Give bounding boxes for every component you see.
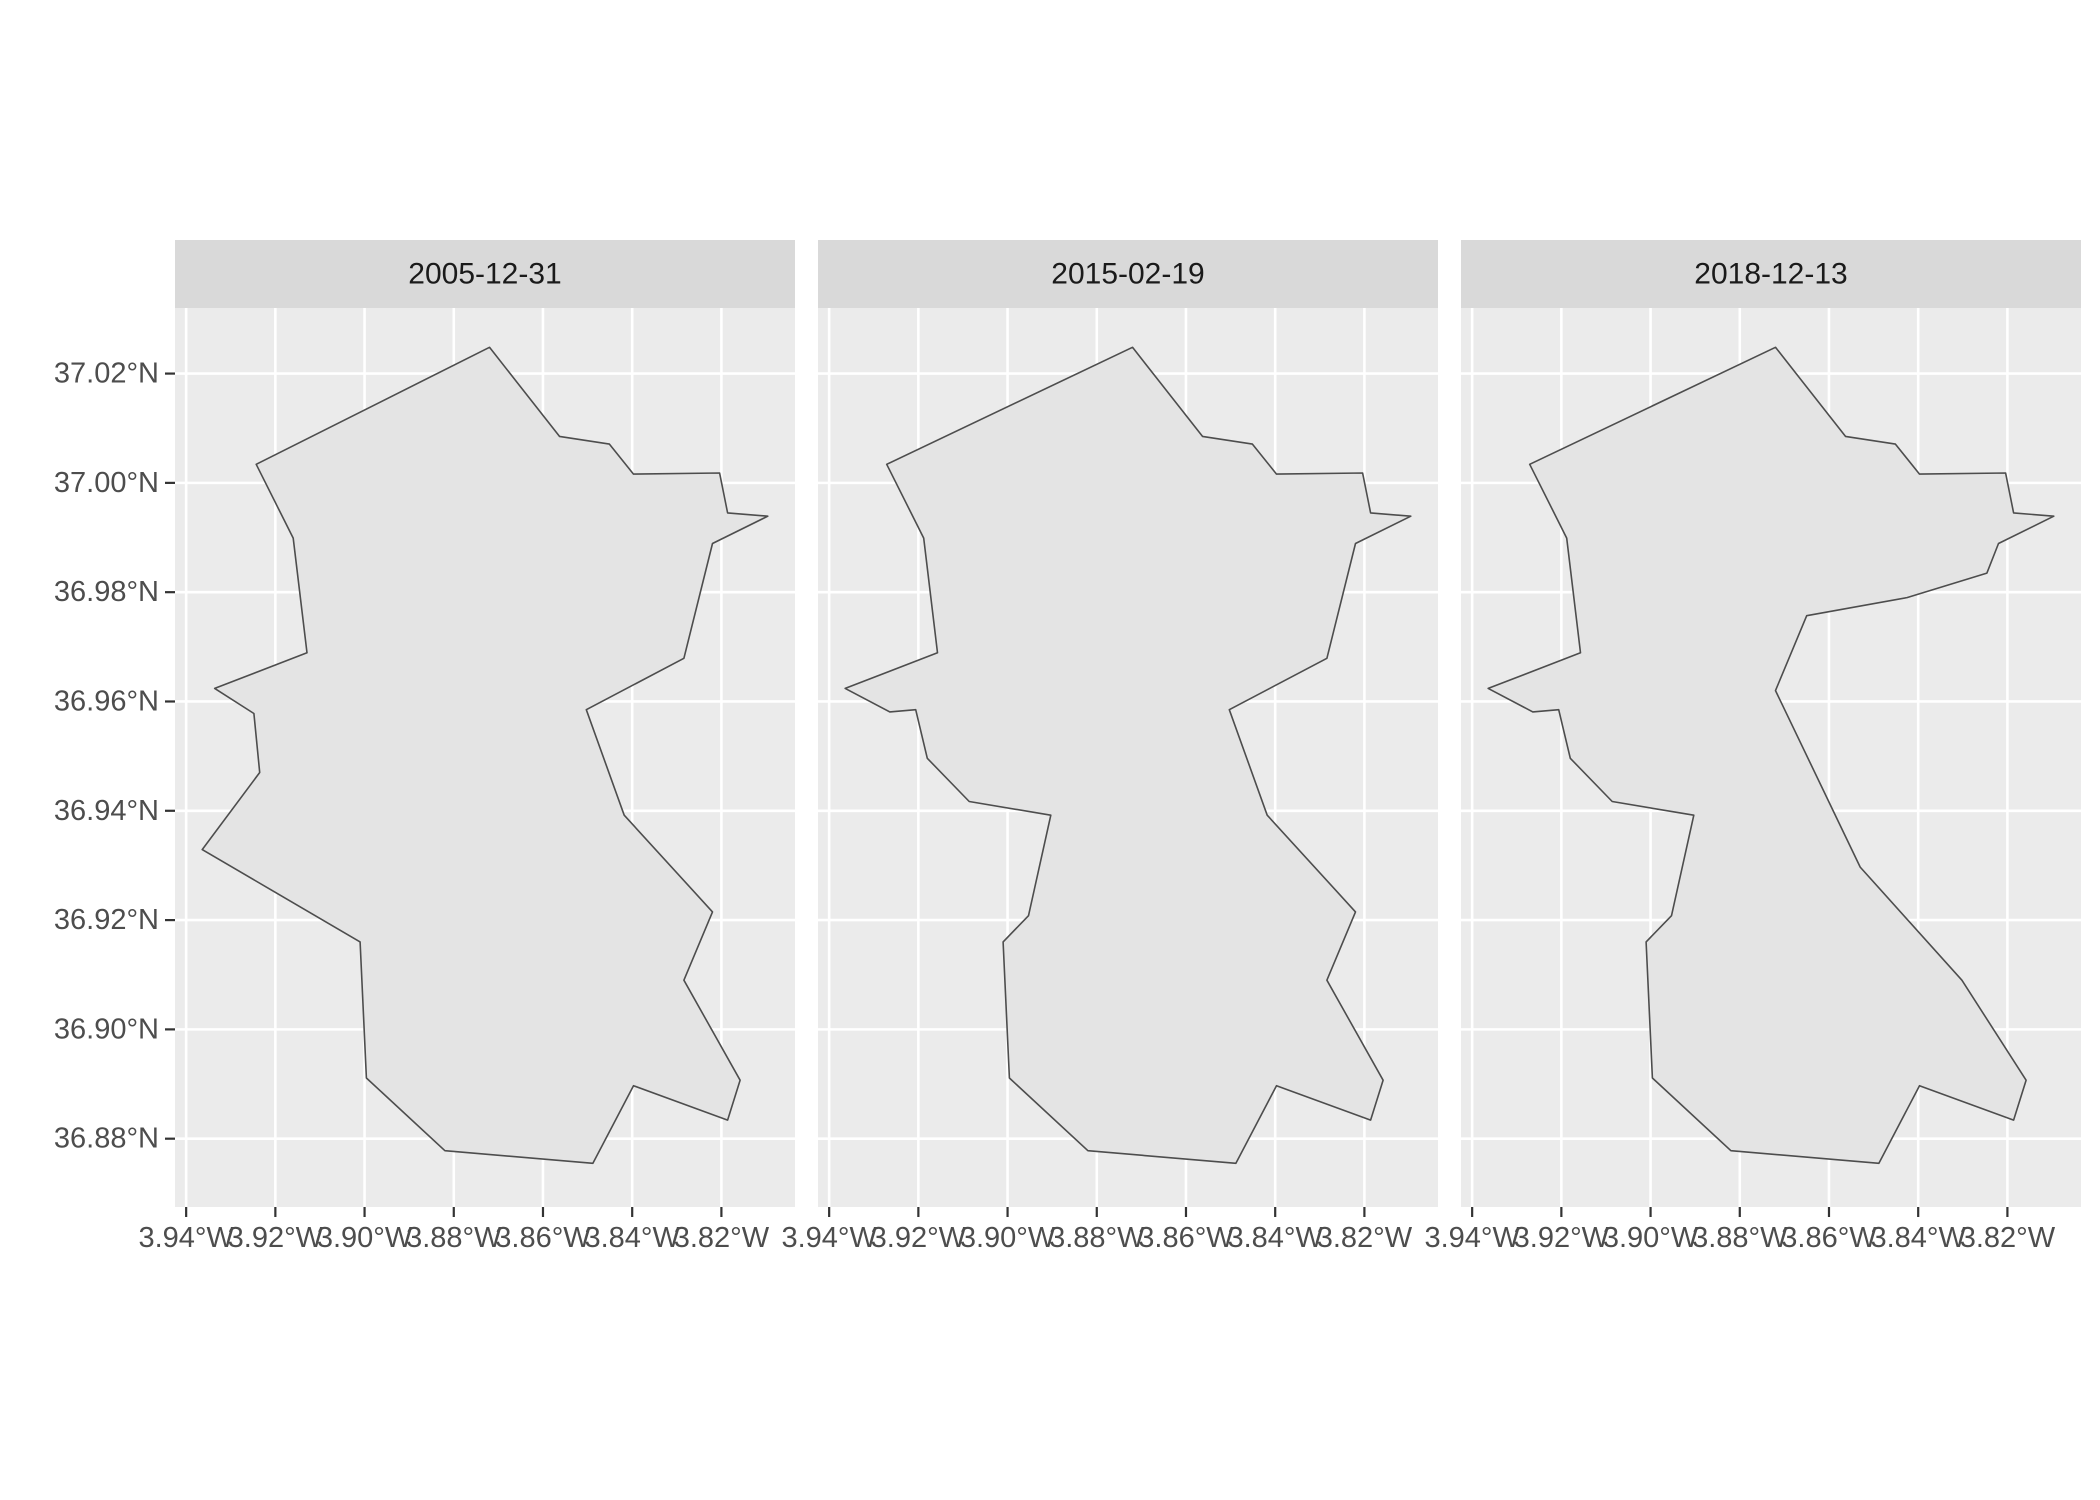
y-tick-label: 36.92°N [54,904,159,936]
x-tick-label: 3.92°W [228,1222,324,1254]
x-tick-label: 3.84°W [1227,1222,1323,1254]
facet-strip-label: 2015-02-19 [1051,258,1204,291]
y-tick-label: 37.00°N [54,467,159,499]
y-tick-label: 36.96°N [54,685,159,717]
x-tick-label: 3.82°W [674,1222,770,1254]
y-tick-label: 37.02°N [54,358,159,390]
x-tick-label: 3.94°W [138,1222,234,1254]
x-tick-label: 3.94°W [781,1222,877,1254]
x-tick-label: 3.82°W [1317,1222,1413,1254]
map-panel: 2015-02-19 3.94°W3.92°W3.90°W3.88°W3.86°W… [781,240,1438,1254]
x-tick-label: 3.86°W [1138,1222,1234,1254]
x-tick-label: 3.90°W [317,1222,413,1254]
y-tick-label: 36.90°N [54,1013,159,1045]
x-tick-label: 3.88°W [406,1222,502,1254]
facet-strip-label: 2005-12-31 [408,258,561,291]
x-tick-label: 3.84°W [1870,1222,1966,1254]
map-panel: 2018-12-13 3.94°W3.92°W3.90°W3.88°W3.86°W… [1424,240,2081,1254]
y-tick-label: 36.94°N [54,795,159,827]
x-tick-label: 3.88°W [1692,1222,1788,1254]
x-tick-label: 3.90°W [1603,1222,1699,1254]
facet-strip-label: 2018-12-13 [1694,258,1847,291]
y-tick-label: 36.88°N [54,1123,159,1155]
region-boundary-polygon [201,346,769,1165]
region-boundary-polygon [844,346,1412,1165]
x-tick-label: 3.92°W [1514,1222,1610,1254]
y-axis: 36.88°N 36.90°N 36.92°N 36.94°N 36.96°N 36.98… [54,358,175,1155]
x-tick-label: 3.88°W [1049,1222,1145,1254]
facet-strip [1461,240,2081,308]
x-tick-label: 3.82°W [1960,1222,2056,1254]
map-panel: 2005-12-31 3.94°W3.92°W3.90°W3.88°W3.86°W… [138,240,795,1254]
x-tick-label: 3.94°W [1424,1222,1520,1254]
x-tick-label: 3.84°W [584,1222,680,1254]
region-boundary-polygon [1487,346,2055,1165]
facet-strip [818,240,1438,308]
x-tick-label: 3.92°W [871,1222,967,1254]
y-tick-label: 36.98°N [54,576,159,608]
x-tick-label: 3.86°W [1781,1222,1877,1254]
facet-panels: 2005-12-313.94°W3.92°W3.90°W3.88°W3.86°W… [138,240,2081,1254]
x-tick-label: 3.90°W [960,1222,1056,1254]
facet-strip [175,240,795,308]
x-tick-label: 3.86°W [495,1222,591,1254]
